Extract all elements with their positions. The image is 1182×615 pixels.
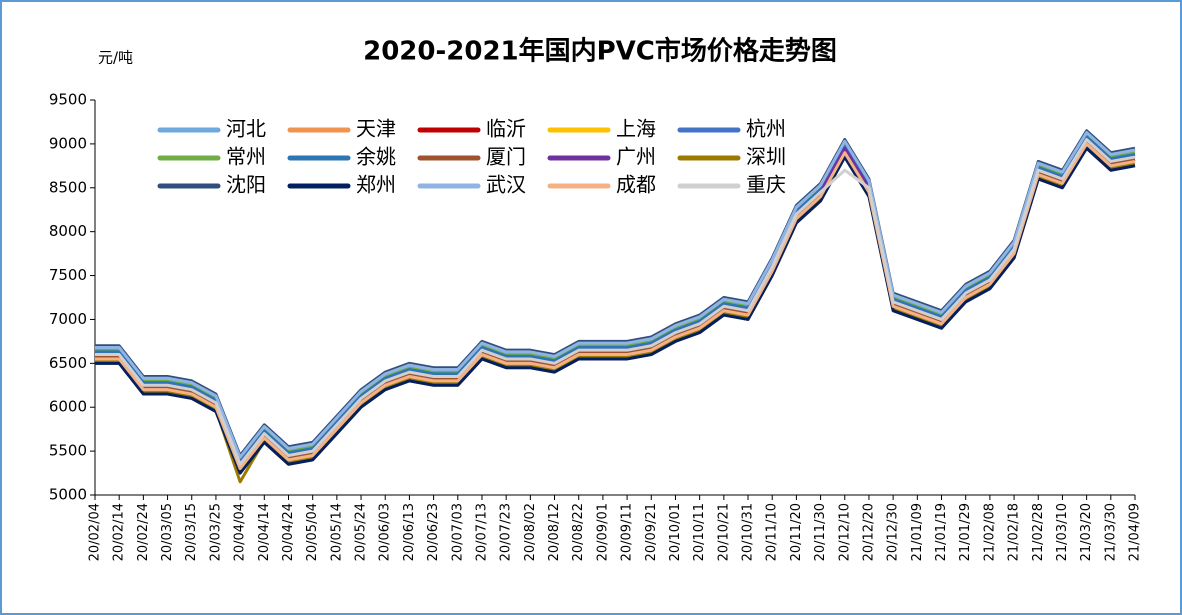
legend-label: 天津: [356, 117, 396, 141]
x-tick-label: 20/10/11: [692, 503, 707, 561]
legend-label: 成都: [616, 173, 656, 197]
x-tick-label: 20/10/01: [668, 503, 683, 561]
legend-label: 常州: [226, 145, 266, 169]
x-tick-label: 20/11/20: [789, 503, 804, 561]
y-tick-label: 8000: [49, 222, 87, 240]
y-tick-label: 9000: [49, 134, 87, 152]
legend-label: 重庆: [746, 173, 786, 197]
x-tick-label: 20/12/30: [886, 503, 901, 561]
x-tick-label: 20/11/10: [765, 503, 780, 561]
legend-label: 杭州: [746, 117, 786, 141]
x-tick-label: 21/02/08: [982, 503, 997, 561]
x-tick-label: 20/08/12: [547, 503, 562, 561]
x-tick-label: 20/04/14: [257, 503, 272, 561]
x-tick-label: 21/03/30: [1103, 503, 1118, 561]
x-tick-label: 20/12/10: [837, 503, 852, 561]
x-tick-label: 21/01/29: [958, 503, 973, 561]
x-tick-label: 20/06/23: [426, 503, 441, 561]
legend-label: 河北: [226, 117, 266, 141]
legend-label: 上海: [616, 117, 656, 141]
x-tick-label: 20/03/25: [208, 503, 223, 561]
chart-title: 2020-2021年国内PVC市场价格走势图: [363, 36, 837, 67]
x-tick-label: 21/02/18: [1007, 503, 1022, 561]
series-line: [95, 138, 1136, 466]
x-tick-label: 20/07/03: [450, 503, 465, 561]
x-tick-label: 20/05/24: [354, 503, 369, 561]
series-line: [95, 135, 1136, 464]
x-tick-label: 20/02/04: [88, 503, 103, 561]
x-tick-label: 20/08/22: [571, 503, 586, 561]
legend-label: 郑州: [356, 173, 396, 197]
y-tick-label: 7000: [49, 310, 87, 328]
legend-label: 武汉: [486, 173, 526, 197]
x-tick-label: 20/04/24: [281, 503, 296, 561]
x-tick-label: 20/08/02: [523, 503, 538, 561]
x-tick-label: 20/06/13: [402, 503, 417, 561]
x-tick-label: 20/05/04: [305, 503, 320, 561]
x-tick-label: 20/06/03: [378, 503, 393, 561]
x-tick-label: 21/01/19: [934, 503, 949, 561]
series-line: [95, 142, 1136, 471]
x-tick-label: 21/03/20: [1079, 503, 1094, 561]
y-axis-label: 元/吨: [98, 49, 133, 67]
x-tick-label: 20/07/23: [499, 503, 514, 561]
y-tick-label: 8500: [49, 178, 87, 196]
x-tick-label: 21/01/09: [910, 503, 925, 561]
x-tick-label: 20/11/30: [813, 503, 828, 561]
y-tick-label: 5500: [49, 442, 87, 460]
legend-label: 临沂: [486, 117, 526, 141]
series-line: [95, 146, 1136, 475]
legend-label: 深圳: [746, 145, 786, 169]
y-tick-label: 7500: [49, 266, 87, 284]
x-tick-label: 20/04/04: [233, 503, 248, 561]
x-tick-label: 20/09/21: [644, 503, 659, 561]
x-tick-label: 20/10/31: [741, 503, 756, 561]
y-tick-label: 9500: [49, 91, 87, 109]
x-tick-label: 20/03/05: [160, 503, 175, 561]
x-tick-label: 20/09/01: [595, 503, 610, 561]
x-tick-label: 20/02/24: [136, 503, 151, 561]
legend-label: 余姚: [356, 145, 396, 169]
x-tick-label: 21/03/10: [1055, 503, 1070, 561]
x-tick-label: 20/09/11: [620, 503, 635, 561]
legend-label: 厦门: [486, 145, 526, 169]
y-tick-label: 6500: [49, 354, 87, 372]
x-tick-label: 20/10/21: [716, 503, 731, 561]
legend-label: 沈阳: [226, 173, 266, 197]
x-tick-label: 20/02/14: [112, 503, 127, 561]
x-tick-label: 20/03/15: [184, 503, 199, 561]
x-tick-label: 21/04/09: [1128, 503, 1143, 561]
legend-label: 广州: [616, 145, 656, 169]
x-tick-label: 20/07/13: [474, 503, 489, 561]
x-tick-label: 21/02/28: [1031, 503, 1046, 561]
y-tick-label: 5000: [49, 486, 87, 504]
x-tick-label: 20/12/20: [861, 503, 876, 561]
y-tick-label: 6000: [49, 398, 87, 416]
series-line: [95, 130, 1136, 459]
x-tick-label: 20/05/14: [329, 503, 344, 561]
